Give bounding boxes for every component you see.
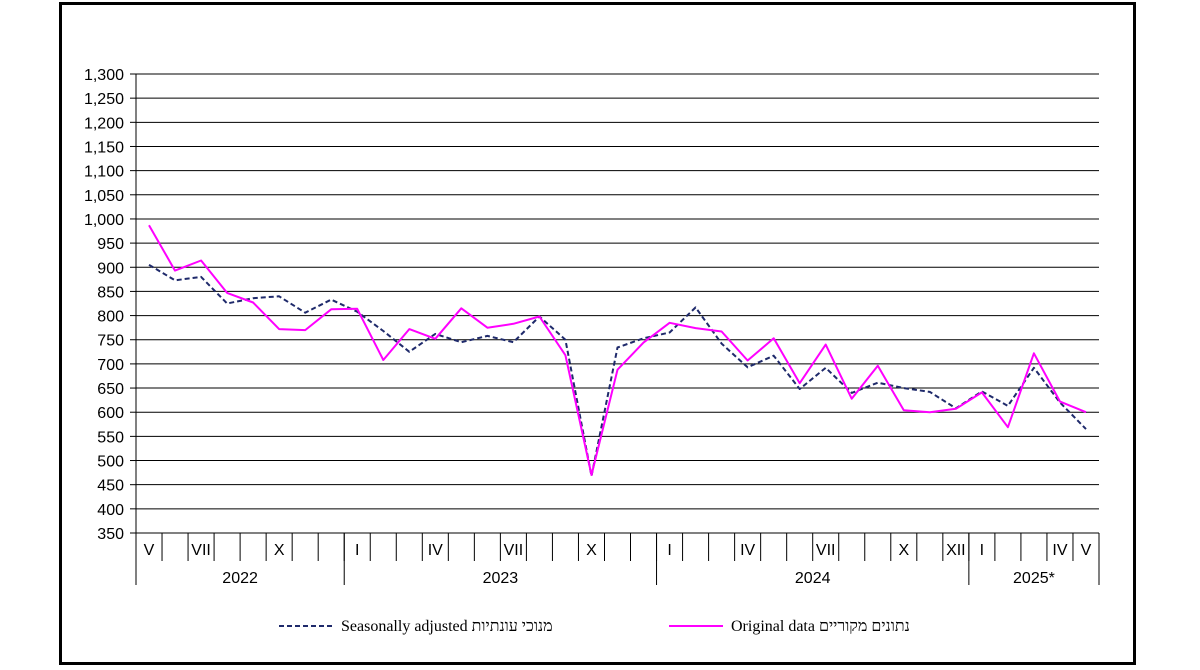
month-label: XII	[946, 542, 966, 559]
month-label: V	[144, 542, 155, 559]
y-tick-label: 950	[97, 236, 124, 253]
month-label: I	[980, 542, 984, 559]
month-label: X	[586, 542, 597, 559]
y-tick-label: 400	[97, 502, 124, 519]
month-label: I	[667, 542, 671, 559]
y-tick-label: 450	[97, 478, 124, 495]
y-tick-label: 550	[97, 429, 124, 446]
y-tick-label: 600	[97, 405, 124, 422]
month-label: X	[274, 542, 285, 559]
y-tick-label: 800	[97, 309, 124, 326]
month-label: VII	[816, 542, 836, 559]
year-label: 2023	[483, 570, 519, 587]
x-axis-months: V VII X I IV VII X I IV VII X XII I IV V	[135, 533, 1100, 561]
legend-label: Original data נתונים מקוריים	[731, 618, 910, 635]
month-label: V	[1081, 542, 1092, 559]
y-axis-labels: 350 400 450 500 550 600 650 700 750 800 850 900 950 1…	[84, 67, 124, 543]
y-tick-label: 1,050	[84, 188, 124, 205]
year-label: 2024	[795, 570, 831, 587]
month-label: IV	[740, 542, 755, 559]
month-label: VII	[191, 542, 211, 559]
y-tick-label: 850	[97, 284, 124, 301]
y-tick-label: 900	[97, 260, 124, 277]
month-label: IV	[428, 542, 443, 559]
year-label: 2025*	[1013, 570, 1055, 587]
gridlines	[130, 73, 1099, 534]
chart-frame: 350 400 450 500 550 600 650 700 750 800 850 900 950 1…	[59, 2, 1136, 665]
x-axis-years: 2022 2023 2024 2025*	[135, 533, 1100, 587]
month-label: VII	[504, 542, 524, 559]
y-tick-label: 650	[97, 381, 124, 398]
y-tick-label: 1,000	[84, 212, 124, 229]
y-tick-label: 1,250	[84, 91, 124, 108]
legend-label: Seasonally adjusted מנוכי עונתיות	[341, 618, 553, 635]
line-chart: 350 400 450 500 550 600 650 700 750 800 850 900 950 1…	[84, 67, 1100, 635]
y-tick-label: 700	[97, 357, 124, 374]
y-tick-label: 1,200	[84, 115, 124, 132]
y-tick-label: 750	[97, 333, 124, 350]
series-line-original-data	[148, 224, 1087, 476]
month-label: X	[898, 542, 909, 559]
y-tick-label: 350	[97, 526, 124, 543]
legend: Seasonally adjusted מנוכי עונתיות Origina…	[279, 618, 910, 635]
series-line-seasonally-adjusted	[148, 263, 1087, 477]
year-label: 2022	[222, 570, 258, 587]
month-label: IV	[1052, 542, 1067, 559]
y-tick-label: 1,100	[84, 164, 124, 181]
y-tick-label: 1,300	[84, 67, 124, 84]
month-label: I	[355, 542, 359, 559]
y-tick-label: 500	[97, 454, 124, 471]
y-tick-label: 1,150	[84, 139, 124, 156]
